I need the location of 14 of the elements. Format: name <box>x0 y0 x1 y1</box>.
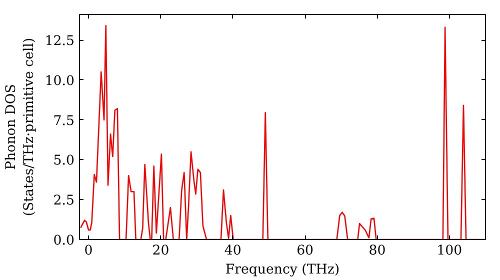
y-tick-label: 5.0 <box>53 154 75 169</box>
y-tick-label: 7.5 <box>53 114 75 129</box>
y-tick-label: 2.5 <box>53 194 75 209</box>
y-axis-title: Phonon DOS (States/THz·primitive cell) <box>4 38 37 216</box>
x-tick-label: 60 <box>296 244 314 258</box>
y-tick-label: 10.0 <box>44 74 75 89</box>
x-tick-label: 80 <box>368 244 386 258</box>
x-axis-title: Frequency (THz) <box>225 262 340 278</box>
x-tick-label: 40 <box>224 244 242 258</box>
x-tick-label: 20 <box>152 244 170 258</box>
x-tick-label: 0 <box>84 244 93 258</box>
y-tick-label: 0.0 <box>53 234 75 248</box>
x-tick-label: 100 <box>436 244 462 258</box>
y-tick-label: 12.5 <box>44 34 75 50</box>
